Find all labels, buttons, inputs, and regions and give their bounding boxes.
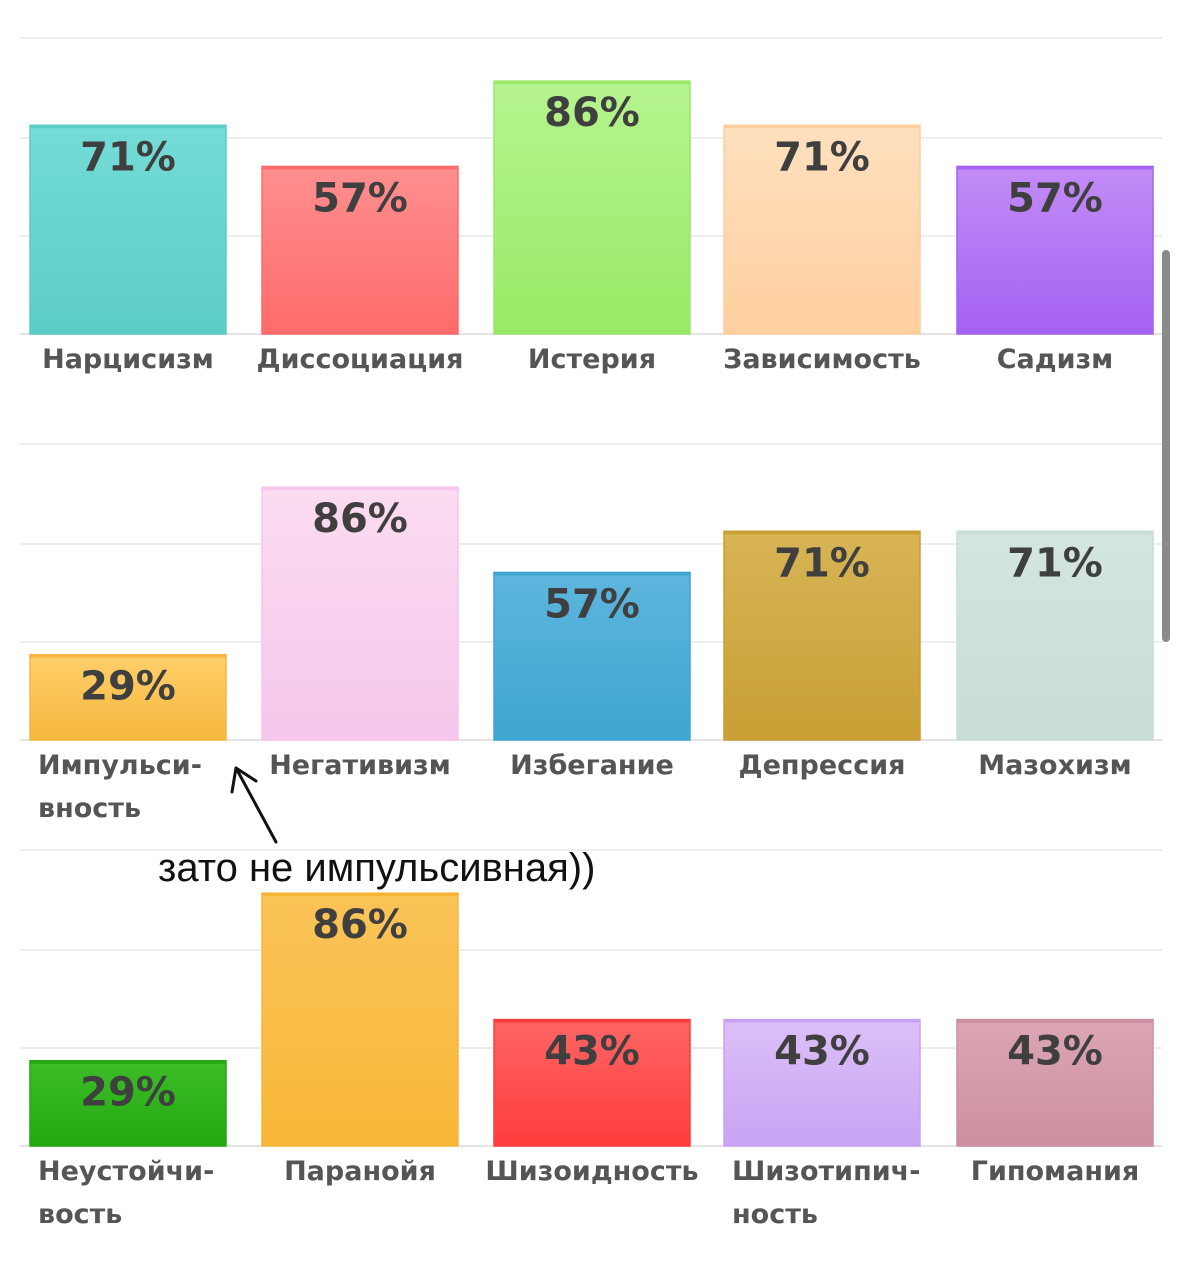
category-label: Гипомания	[971, 1156, 1140, 1187]
bar	[723, 530, 921, 741]
bar	[723, 124, 921, 335]
bar-top-edge	[30, 1060, 226, 1064]
bar	[493, 80, 691, 335]
data-label: 71%	[774, 540, 870, 586]
bar	[956, 165, 1154, 335]
category-label: Мазохизм	[978, 750, 1131, 781]
category-label: Садизм	[997, 344, 1114, 375]
bar	[956, 1018, 1154, 1147]
bar-top-edge	[262, 166, 458, 170]
data-label: 57%	[1007, 175, 1103, 221]
data-label: 43%	[544, 1029, 640, 1075]
category-label: ность	[732, 1199, 818, 1230]
category-label: вность	[38, 793, 141, 824]
category-label: Истерия	[528, 344, 656, 375]
chart-panel-1: 71% Нарцисизм 57% Диссоциация 86% Истерия 71% З…	[20, 37, 1162, 375]
bar-top-edge	[957, 166, 1153, 170]
bar	[956, 530, 1154, 741]
bar-top-edge	[30, 654, 226, 658]
category-label: вость	[38, 1199, 122, 1230]
category-label: Депрессия	[739, 750, 906, 781]
bar	[261, 165, 459, 335]
bar-top-edge	[262, 487, 458, 491]
category-label: Неустойчи-	[38, 1156, 214, 1187]
category-label: Избегание	[510, 750, 674, 781]
bar	[29, 1059, 227, 1147]
category-label: Паранойя	[284, 1156, 436, 1187]
data-label: 71%	[1007, 540, 1103, 586]
category-label: Зависимость	[723, 344, 921, 375]
scrollbar[interactable]	[1162, 250, 1170, 642]
annotation-arrow	[230, 766, 278, 844]
bar	[493, 571, 691, 741]
bar-top-edge	[957, 531, 1153, 535]
chart-panel-2: 29% Импульси-вность 86% Негативизм 57% Избега…	[20, 443, 1162, 824]
category-label: Нарцисизм	[42, 344, 214, 375]
data-label: 86%	[544, 90, 640, 136]
bar-top-edge	[724, 1019, 920, 1023]
category-label: Негативизм	[269, 750, 451, 781]
data-label: 29%	[80, 1070, 176, 1116]
bar	[29, 124, 227, 335]
chart-panel-3: 29% Неустойчи-вость 86% Паранойя 43% Шизоидно…	[20, 849, 1162, 1230]
category-label: Шизоидность	[485, 1156, 698, 1187]
data-label: 71%	[80, 134, 176, 180]
category-label: Импульси-	[38, 750, 202, 781]
bar-top-edge	[262, 893, 458, 897]
bar-top-edge	[494, 572, 690, 576]
bar-top-edge	[30, 125, 226, 129]
data-label: 86%	[312, 902, 408, 948]
data-label: 86%	[312, 496, 408, 542]
bar-top-edge	[724, 125, 920, 129]
bar	[493, 1018, 691, 1147]
data-label: 57%	[312, 175, 408, 221]
data-label: 43%	[774, 1029, 870, 1075]
category-label: Шизотипич-	[732, 1156, 920, 1187]
bar	[261, 892, 459, 1147]
annotation-text: зато не импульсивная))	[158, 846, 596, 890]
category-label: Диссоциация	[257, 344, 464, 375]
data-label: 57%	[544, 581, 640, 627]
bar	[723, 1018, 921, 1147]
data-label: 29%	[80, 664, 176, 710]
data-label: 71%	[774, 134, 870, 180]
bar-top-edge	[494, 81, 690, 85]
data-label: 43%	[1007, 1029, 1103, 1075]
bar-top-edge	[957, 1019, 1153, 1023]
bar-top-edge	[724, 531, 920, 535]
bar-top-edge	[494, 1019, 690, 1023]
